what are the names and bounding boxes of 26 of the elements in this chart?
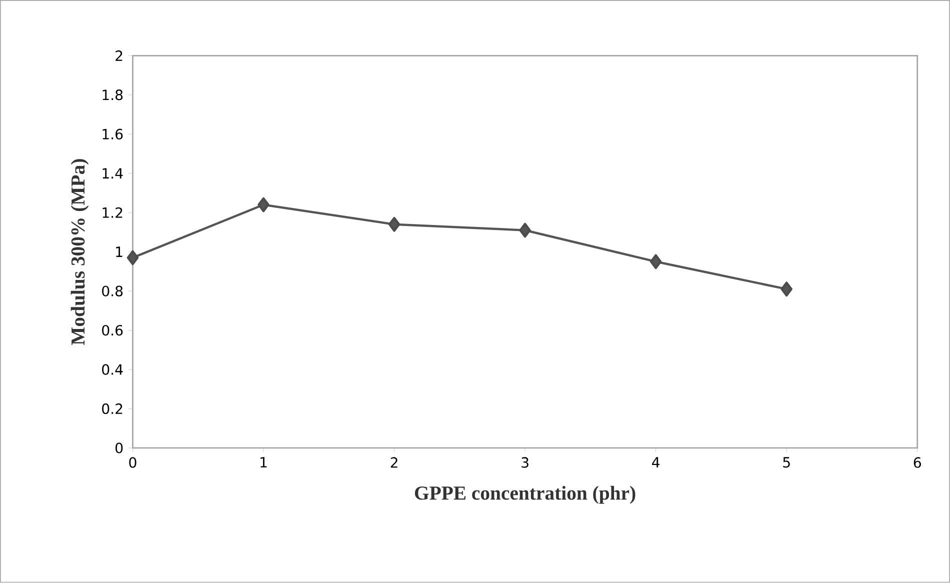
point [650,254,662,270]
y-axis-title: Modulus 300% (MPa) [70,159,89,346]
x-tick-label: 6 [914,457,921,468]
y-tick-label: 0.6 [102,325,123,336]
x-tick-label: 4 [652,457,660,468]
y-tick-label: 0.8 [102,286,123,297]
point [388,217,400,232]
point [780,282,792,297]
y-tick-label: 0.4 [102,364,123,375]
y-tick-label: 1.2 [102,207,122,218]
y-tick-label: 2 [116,50,122,62]
point [519,222,531,238]
point [258,197,270,212]
x-tick-label: 2 [390,457,398,468]
y-tick-label: 1.8 [102,90,123,100]
y-tick-label: 0.2 [102,404,122,414]
y-tick-label: 1.6 [102,128,123,140]
point [126,250,139,266]
y-tick-label: 0 [116,442,123,454]
y-tick-label: 1 [116,246,122,258]
x-tick-label: 5 [783,457,790,468]
x-tick-label: 1 [260,457,267,468]
x-axis-title: GPPE concentration (phr) [414,486,636,504]
x-tick-label: 3 [522,457,528,468]
y-tick-label: 1.4 [102,168,123,179]
x-tick-label: 0 [129,457,136,468]
